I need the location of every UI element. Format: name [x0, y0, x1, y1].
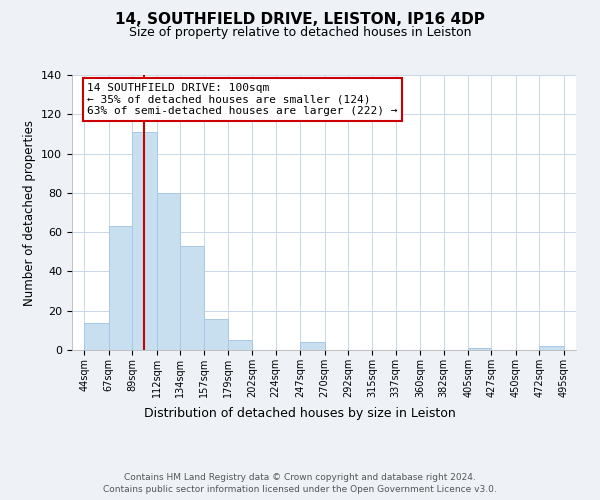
Text: 14, SOUTHFIELD DRIVE, LEISTON, IP16 4DP: 14, SOUTHFIELD DRIVE, LEISTON, IP16 4DP: [115, 12, 485, 28]
Bar: [109, 226, 132, 350]
Text: 14 SOUTHFIELD DRIVE: 100sqm
← 35% of detached houses are smaller (124)
63% of se: 14 SOUTHFIELD DRIVE: 100sqm ← 35% of det…: [88, 83, 398, 116]
Bar: [132, 132, 157, 350]
Bar: [539, 346, 564, 350]
Bar: [228, 340, 252, 350]
Text: Contains HM Land Registry data © Crown copyright and database right 2024.: Contains HM Land Registry data © Crown c…: [124, 472, 476, 482]
Text: Distribution of detached houses by size in Leiston: Distribution of detached houses by size …: [144, 408, 456, 420]
Bar: [468, 348, 491, 350]
Bar: [300, 342, 325, 350]
Y-axis label: Number of detached properties: Number of detached properties: [23, 120, 35, 306]
Bar: [157, 193, 180, 350]
Text: Contains public sector information licensed under the Open Government Licence v3: Contains public sector information licen…: [103, 485, 497, 494]
Bar: [84, 322, 109, 350]
Text: Size of property relative to detached houses in Leiston: Size of property relative to detached ho…: [129, 26, 471, 39]
Bar: [205, 318, 228, 350]
Bar: [180, 246, 205, 350]
